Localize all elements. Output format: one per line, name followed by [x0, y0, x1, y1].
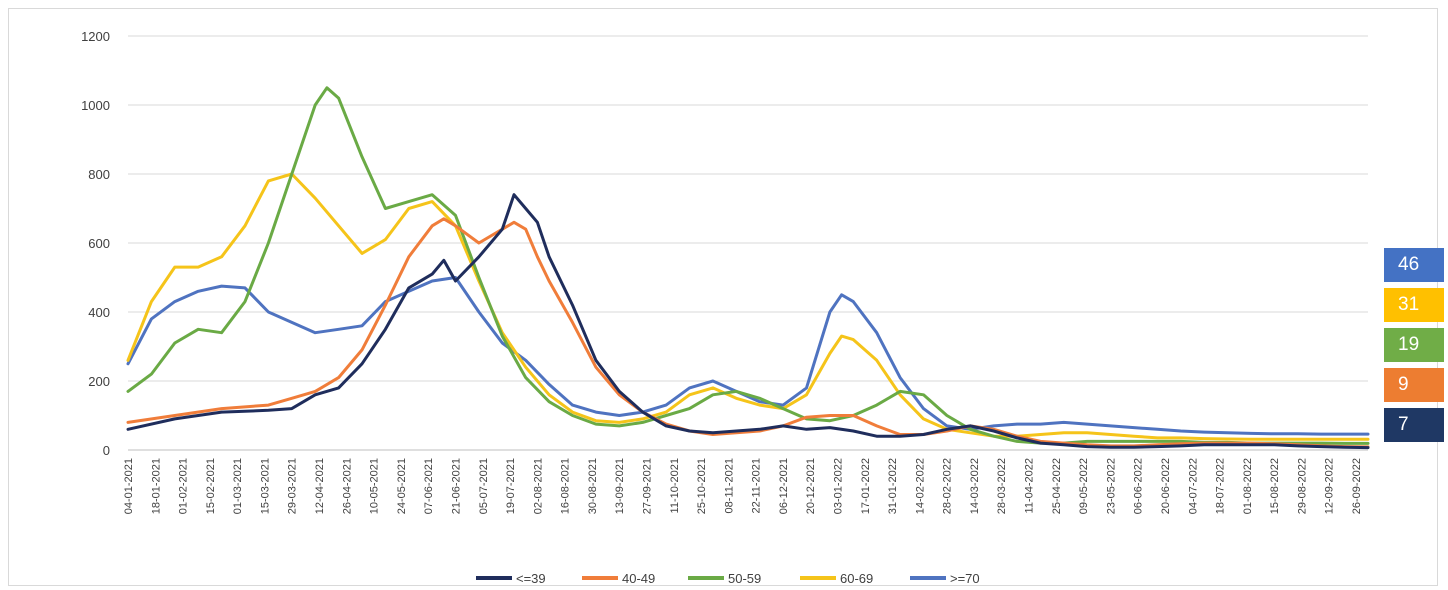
x-tick-label: 16-08-2021	[560, 458, 572, 514]
series-line	[126, 193, 1370, 450]
x-tick-label: 26-04-2021	[341, 458, 353, 514]
x-tick-label: 10-05-2021	[369, 458, 381, 514]
x-tick-label: 20-06-2022	[1160, 458, 1172, 514]
x-tick-label: 13-09-2021	[614, 458, 626, 514]
x-tick-label: 15-03-2021	[259, 458, 271, 514]
x-tick-label: 04-07-2022	[1187, 458, 1199, 514]
x-tick-label: 27-09-2021	[641, 458, 653, 514]
x-tick-label: 06-12-2021	[778, 458, 790, 514]
x-tick-label: 02-08-2021	[532, 458, 544, 514]
x-tick-label: 25-10-2021	[696, 458, 708, 514]
x-tick-label: 04-01-2021	[123, 458, 135, 514]
x-tick-label: 11-10-2021	[669, 458, 681, 513]
x-tick-label: 01-03-2021	[232, 458, 244, 514]
y-tick-label: 1000	[81, 98, 110, 113]
legend-label: 60-69	[840, 571, 873, 586]
x-tick-label: 22-11-2021	[751, 458, 763, 513]
x-tick-label: 01-02-2021	[178, 458, 190, 514]
series-line	[126, 172, 1370, 441]
x-tick-label: 07-06-2021	[423, 458, 435, 514]
end-value-badge: 46	[1384, 248, 1444, 282]
x-tick-label: 08-11-2021	[723, 458, 735, 513]
legend-label: >=70	[950, 571, 980, 586]
end-value-badge: 19	[1384, 328, 1444, 362]
x-tick-label: 30-08-2021	[587, 458, 599, 514]
x-axis-ticks: 04-01-2021 18-01-2021 01-02-2021 15-02-2021…	[123, 458, 1363, 514]
series-lines	[126, 86, 1370, 450]
x-tick-label: 12-09-2022	[1324, 458, 1336, 514]
x-tick-label: 20-12-2021	[805, 458, 817, 514]
x-tick-label: 01-08-2022	[1242, 458, 1254, 514]
x-tick-label: 18-07-2022	[1215, 458, 1227, 514]
y-tick-label: 400	[88, 305, 110, 320]
x-tick-label: 11-04-2022	[1024, 458, 1036, 513]
legend-label: 40-49	[622, 571, 655, 586]
series-line	[126, 86, 1370, 445]
x-tick-label: 29-08-2022	[1296, 458, 1308, 514]
end-value-badge: 9	[1384, 368, 1444, 402]
x-tick-label: 29-03-2021	[287, 458, 299, 514]
x-tick-label: 23-05-2022	[1105, 458, 1117, 514]
x-tick-label: 19-07-2021	[505, 458, 517, 514]
end-value-badge: 31	[1384, 288, 1444, 322]
y-tick-label: 0	[103, 443, 110, 458]
x-tick-label: 17-01-2022	[860, 458, 872, 514]
x-tick-label: 06-06-2022	[1133, 458, 1145, 514]
end-value-badge: 7	[1384, 408, 1444, 442]
x-tick-label: 18-01-2021	[150, 458, 162, 514]
y-tick-label: 600	[88, 236, 110, 251]
x-tick-label: 25-04-2022	[1051, 458, 1063, 514]
y-tick-label: 1200	[81, 29, 110, 44]
x-tick-label: 03-01-2022	[833, 458, 845, 514]
x-tick-label: 15-08-2022	[1269, 458, 1281, 514]
x-tick-label: 14-02-2022	[914, 458, 926, 514]
legend: <=39 40-49 50-59 60-69 >=70	[476, 571, 980, 586]
gridlines	[128, 35, 1368, 451]
legend-label: 50-59	[728, 571, 761, 586]
x-tick-label: 21-06-2021	[450, 458, 462, 514]
x-tick-label: 15-02-2021	[205, 458, 217, 514]
x-tick-label: 05-07-2021	[478, 458, 490, 514]
x-tick-label: 09-05-2022	[1078, 458, 1090, 514]
x-tick-label: 28-03-2022	[996, 458, 1008, 514]
x-tick-label: 31-01-2022	[887, 458, 899, 514]
y-axis-ticks: 0 200 400 600 800 1000 1200	[81, 29, 110, 458]
x-tick-label: 14-03-2022	[969, 458, 981, 514]
x-tick-label: 26-09-2022	[1351, 458, 1363, 514]
x-tick-label: 24-05-2021	[396, 458, 408, 514]
series-line	[126, 217, 1370, 449]
legend-label: <=39	[516, 571, 546, 586]
series-line	[126, 276, 1370, 436]
x-tick-label: 12-04-2021	[314, 458, 326, 514]
y-tick-label: 800	[88, 167, 110, 182]
x-tick-label: 28-02-2022	[942, 458, 954, 514]
y-tick-label: 200	[88, 374, 110, 389]
